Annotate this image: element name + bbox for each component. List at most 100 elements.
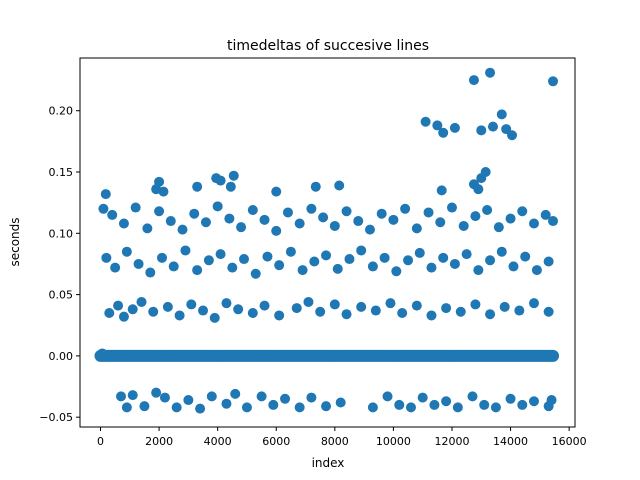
data-point [420, 116, 431, 127]
data-point [189, 208, 200, 219]
data-point [127, 304, 138, 315]
data-point [344, 254, 355, 265]
data-point [100, 189, 111, 200]
data-point [432, 120, 443, 131]
data-point [548, 350, 559, 361]
data-point [256, 391, 267, 402]
data-point [280, 393, 291, 404]
x-tick-label: 4000 [204, 435, 232, 448]
data-point [203, 255, 214, 266]
data-point [306, 392, 317, 403]
data-point [259, 214, 270, 225]
data-point [417, 392, 428, 403]
data-point [274, 310, 285, 321]
data-point [341, 206, 352, 217]
data-point [370, 305, 381, 316]
data-point [215, 175, 226, 186]
data-point [400, 203, 411, 214]
data-point [274, 260, 285, 271]
data-point [385, 298, 396, 309]
data-point [435, 217, 446, 228]
data-point [436, 185, 447, 196]
data-point [250, 268, 261, 279]
data-point [376, 208, 387, 219]
data-point [426, 310, 437, 321]
data-point [262, 251, 273, 262]
data-point [332, 263, 343, 274]
data-point [507, 130, 518, 141]
data-point [306, 203, 317, 214]
data-point [493, 222, 504, 233]
data-point [154, 176, 165, 187]
data-point [168, 261, 179, 272]
data-point [329, 350, 340, 361]
data-point [528, 396, 539, 407]
data-point [394, 399, 405, 410]
data-point [310, 181, 321, 192]
data-point [546, 395, 557, 406]
x-tick-label: 14000 [493, 435, 528, 448]
data-point [458, 220, 469, 231]
data-point [423, 207, 434, 218]
data-point [107, 209, 118, 220]
data-point [200, 217, 211, 228]
data-point [473, 184, 484, 195]
data-point [271, 186, 282, 197]
y-tick-label: 0.15 [49, 166, 74, 179]
x-tick-label: 10000 [376, 435, 411, 448]
data-point [485, 255, 496, 266]
data-point [285, 246, 296, 257]
data-point [356, 301, 367, 312]
data-point [490, 402, 501, 413]
data-point [470, 299, 481, 310]
data-point [236, 222, 247, 233]
data-point [121, 402, 132, 413]
data-point [514, 305, 525, 316]
data-point [177, 224, 188, 235]
data-point [397, 307, 408, 318]
data-point [499, 301, 510, 312]
data-point [212, 350, 223, 361]
data-point [154, 350, 165, 361]
y-tick-label: −0.05 [39, 411, 73, 424]
data-point [403, 255, 414, 266]
data-point [224, 213, 235, 224]
data-point [480, 167, 491, 178]
data-point [259, 300, 270, 311]
y-axis-label: seconds [8, 217, 22, 266]
data-point [356, 245, 367, 256]
data-point [411, 223, 422, 234]
data-point [118, 218, 129, 229]
data-point [505, 393, 516, 404]
data-point [101, 252, 112, 263]
data-point [230, 388, 241, 399]
data-point [98, 203, 109, 214]
data-point [227, 262, 238, 273]
data-point [225, 181, 236, 192]
data-point [379, 252, 390, 263]
data-point [130, 202, 141, 213]
data-point [543, 306, 554, 317]
data-point [142, 223, 153, 234]
data-point [139, 401, 150, 412]
data-point [485, 67, 496, 78]
data-point [221, 298, 232, 309]
axes: 0 2000 4000 6000 8000 10000 12000 14000 16000 −0.… [39, 105, 586, 448]
data-point [391, 266, 402, 277]
data-point [517, 206, 528, 217]
data-point [291, 303, 302, 314]
plot-area [94, 67, 560, 414]
data-point [367, 402, 378, 413]
data-point [159, 392, 170, 403]
x-tick-label: 8000 [321, 435, 349, 448]
data-point [470, 211, 481, 222]
data-point [438, 252, 449, 263]
data-point [485, 309, 496, 320]
data-point [508, 261, 519, 272]
x-tick-label: 2000 [145, 435, 173, 448]
data-point [455, 306, 466, 317]
data-point [162, 301, 173, 312]
data-point [353, 216, 364, 227]
data-point [329, 220, 340, 231]
data-point [158, 186, 169, 197]
